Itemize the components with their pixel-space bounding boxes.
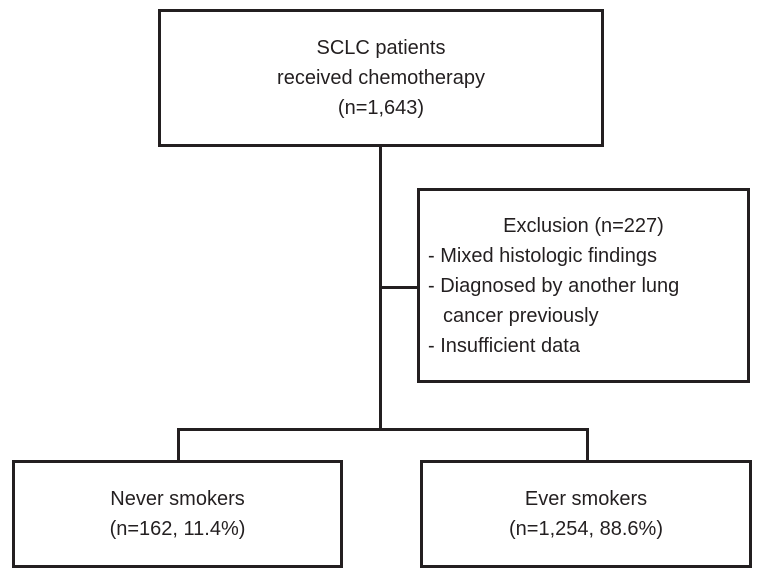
connector-never-smokers-stub	[177, 430, 180, 461]
exclusion-item: - Mixed histologic findings	[428, 244, 657, 267]
ever-smokers-box: Ever smokers (n=1,254, 88.6%)	[420, 460, 752, 568]
never-smokers-line-1: Never smokers	[110, 488, 245, 510]
exclusion-item: - Insufficient data	[428, 334, 580, 357]
connector-main-vertical	[379, 147, 382, 431]
exclusion-box: Exclusion (n=227) - Mixed histologic fin…	[417, 188, 750, 383]
never-smokers-line-2: (n=162, 11.4%)	[109, 518, 246, 540]
connector-distribution-horizontal	[177, 428, 589, 431]
never-smokers-box: Never smokers (n=162, 11.4%)	[12, 460, 343, 568]
connector-exclusion-branch	[381, 286, 417, 289]
ever-smokers-line-1: Ever smokers	[524, 488, 648, 510]
top-box-sclc-patients: SCLC patients received chemotherapy (n=1…	[158, 9, 604, 147]
exclusion-item: - Diagnosed by another lung cancer previ…	[428, 274, 680, 327]
ever-smokers-line-2: (n=1,254, 88.6%)	[509, 518, 663, 540]
top-box-line-1: SCLC patients	[316, 37, 446, 59]
exclusion-title: Exclusion (n=227)	[503, 214, 664, 237]
top-box-line-2: received chemotherapy	[277, 67, 485, 89]
connector-ever-smokers-stub	[586, 430, 589, 461]
top-box-line-3: (n=1,643)	[337, 97, 425, 119]
